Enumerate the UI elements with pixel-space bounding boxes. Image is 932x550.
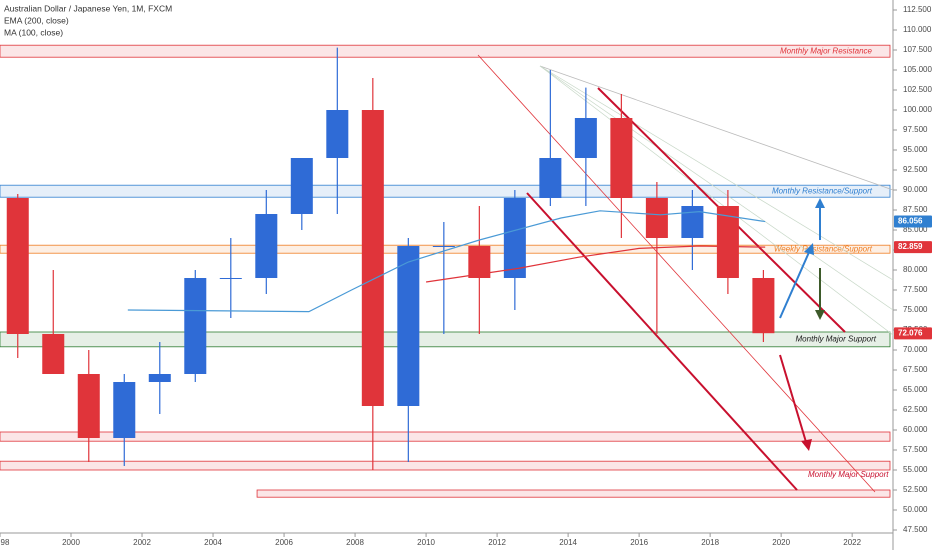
x-tick-label: 2000 <box>62 538 80 547</box>
y-tick-label: 50.000 <box>903 505 928 514</box>
y-tick-label: 75.000 <box>903 305 928 314</box>
x-tick-label: 2022 <box>843 538 861 547</box>
channel-line <box>526 192 798 491</box>
y-tick-label: 102.500 <box>903 85 932 94</box>
y-tick-label: 95.000 <box>903 145 928 154</box>
candle-body <box>752 278 775 334</box>
candle-body <box>645 198 668 238</box>
zone <box>0 431 891 442</box>
annotation: Monthly Major Support <box>808 470 889 479</box>
arrowhead <box>815 310 825 320</box>
y-tick-label: 80.000 <box>903 265 928 274</box>
y-tick-label: 85.000 <box>903 225 928 234</box>
zone <box>256 489 891 498</box>
candle-body <box>290 158 313 214</box>
y-tick-label: 67.500 <box>903 365 928 374</box>
candle-body <box>397 246 420 406</box>
candle-body <box>539 158 562 198</box>
indicator-line <box>425 245 766 283</box>
zone <box>0 44 891 58</box>
arrowhead <box>804 243 814 255</box>
y-tick-label: 97.500 <box>903 125 928 134</box>
candle-body <box>681 206 704 238</box>
candle-body <box>610 118 633 198</box>
x-tick-label: 2016 <box>630 538 648 547</box>
candle-body <box>77 374 100 438</box>
price-badge-label: 86.056 <box>898 217 923 226</box>
zone-label: Monthly Major Resistance <box>780 46 873 55</box>
arrowhead <box>815 198 825 208</box>
zone-label: Weekly Resistance/Support <box>774 244 873 253</box>
candle-body <box>468 246 491 278</box>
indicator-line <box>127 210 766 313</box>
candle-body <box>503 198 526 278</box>
y-tick-label: 112.500 <box>903 5 932 14</box>
arrow <box>779 249 811 319</box>
x-tick-label: 2002 <box>133 538 151 547</box>
candle-body <box>42 334 65 374</box>
candle-body <box>326 110 349 158</box>
y-tick-label: 47.500 <box>903 525 928 534</box>
y-tick-label: 52.500 <box>903 485 928 494</box>
x-tick-label: 2020 <box>772 538 790 547</box>
arrowhead <box>801 439 812 451</box>
fan-line <box>539 65 894 311</box>
y-tick-label: 62.500 <box>903 405 928 414</box>
price-badge <box>894 327 932 340</box>
x-tick-label: 2014 <box>559 538 577 547</box>
zone <box>0 244 891 254</box>
x-tick-label: 2006 <box>275 538 293 547</box>
zone-label: Monthly Resistance/Support <box>772 186 873 195</box>
y-tick-label: 110.000 <box>903 25 932 34</box>
y-tick-label: 70.000 <box>903 345 928 354</box>
chart-title: Australian Dollar / Japanese Yen, 1M, FX… <box>4 3 172 13</box>
y-tick-label: 55.000 <box>903 465 928 474</box>
candle-body <box>148 374 171 382</box>
zone-label: Monthly Major Support <box>796 335 877 344</box>
x-tick-label: 2012 <box>488 538 506 547</box>
y-tick-label: 87.500 <box>903 205 928 214</box>
y-tick-label: 57.500 <box>903 445 928 454</box>
zone <box>0 460 891 471</box>
candle-body <box>113 382 136 438</box>
y-tick-label: 60.000 <box>903 425 928 434</box>
y-tick-label: 92.500 <box>903 165 928 174</box>
indicator-label: MA (100, close) <box>4 27 63 37</box>
y-tick-label: 77.500 <box>903 285 928 294</box>
trend-line <box>539 65 894 191</box>
zone <box>0 331 891 348</box>
fan-line <box>539 65 894 336</box>
y-tick-label: 90.000 <box>903 185 928 194</box>
price-badge <box>894 215 932 228</box>
y-tick-label: 65.000 <box>903 385 928 394</box>
x-tick-label: 98 <box>1 538 10 547</box>
candle-body <box>219 278 242 279</box>
price-badge <box>894 241 932 254</box>
candle-body <box>716 206 739 278</box>
indicator-label: EMA (200, close) <box>4 15 69 25</box>
y-tick-label: 105.000 <box>903 65 932 74</box>
candle-body <box>184 278 207 374</box>
candle-body <box>361 110 384 406</box>
drawings <box>477 54 894 493</box>
x-tick-label: 2010 <box>417 538 435 547</box>
fan-line <box>539 65 894 281</box>
arrow <box>779 354 807 443</box>
y-tick-label: 100.000 <box>903 105 932 114</box>
x-tick-label: 2008 <box>346 538 364 547</box>
x-tick-label: 2004 <box>204 538 222 547</box>
price-badge-label: 82.859 <box>898 242 923 251</box>
candle-body <box>6 198 29 334</box>
x-tick-label: 2018 <box>701 538 719 547</box>
candle-body <box>432 246 455 247</box>
channel-line <box>477 54 876 493</box>
zone <box>0 184 891 198</box>
candle-body <box>574 118 597 158</box>
candle-body <box>255 214 278 278</box>
price-badge-label: 72.076 <box>898 329 923 338</box>
y-tick-label: 107.500 <box>903 45 932 54</box>
